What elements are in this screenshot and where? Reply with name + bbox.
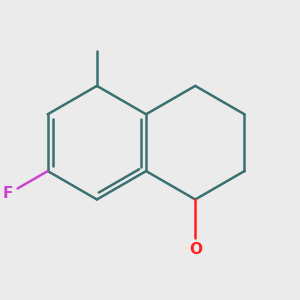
Text: O: O bbox=[189, 242, 202, 257]
Text: F: F bbox=[3, 187, 13, 202]
